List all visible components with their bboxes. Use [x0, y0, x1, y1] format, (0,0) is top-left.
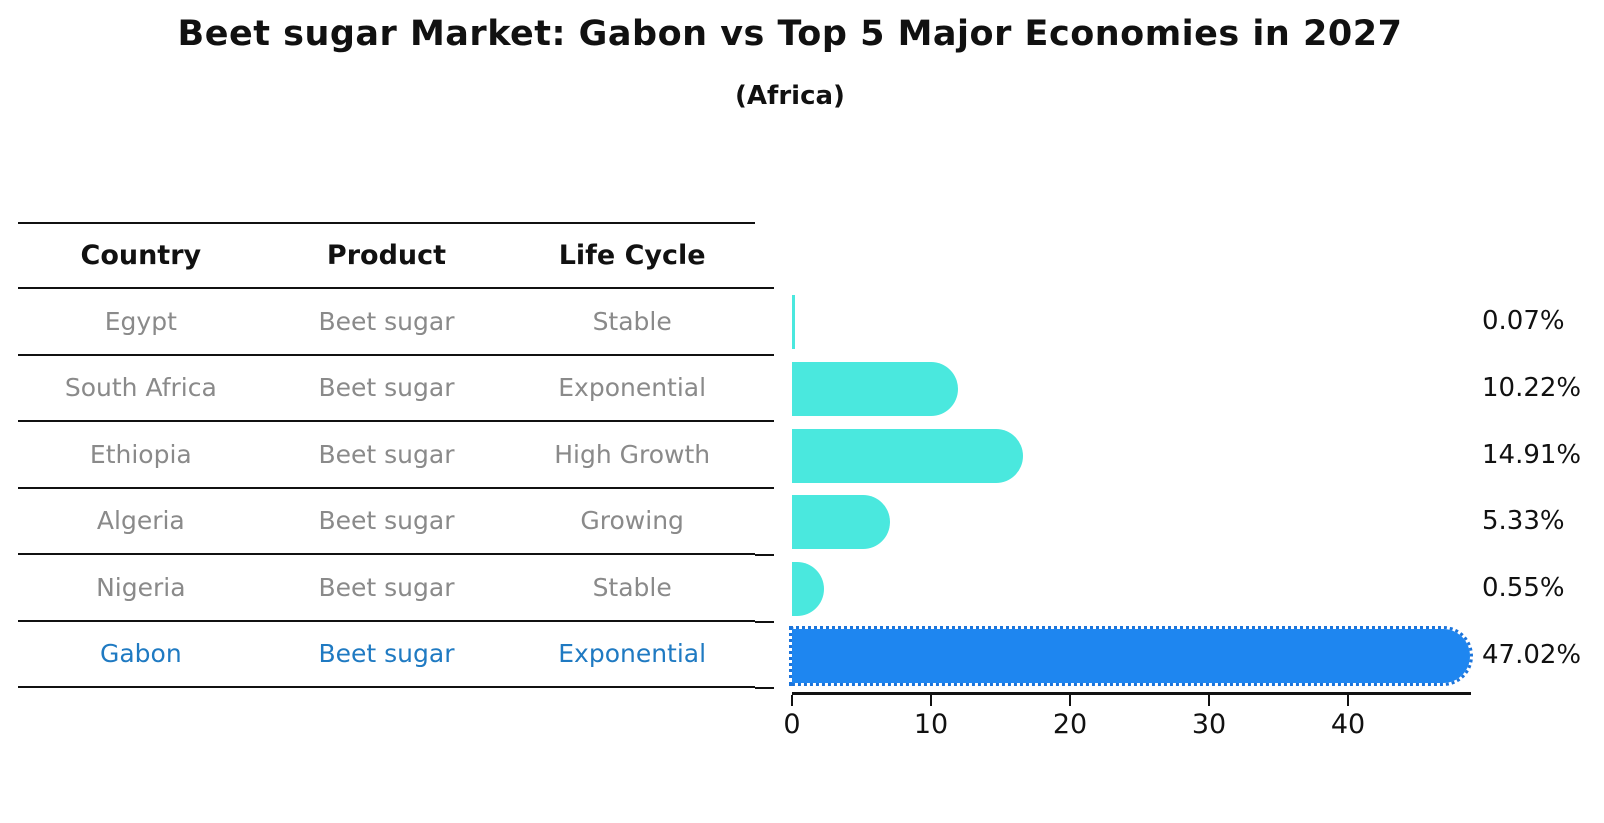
bar-ethiopia	[792, 428, 1024, 483]
bar-algeria	[792, 495, 891, 550]
y-axis-tick	[755, 687, 774, 690]
cell-life-cycle: Stable	[592, 572, 672, 602]
chart-title: Beet sugar Market: Gabon vs Top 5 Major …	[177, 14, 1403, 54]
cell-product: Beet sugar	[318, 572, 455, 602]
y-axis-tick	[755, 487, 774, 490]
x-axis-tick	[1069, 695, 1071, 706]
bar-gabon	[789, 625, 1473, 686]
table-header-row: Country Product Life Cycle	[18, 224, 755, 289]
y-axis-tick	[755, 553, 774, 556]
cell-product: Beet sugar	[318, 306, 455, 336]
y-axis-tick	[755, 620, 774, 623]
cell-country: Algeria	[96, 506, 185, 536]
country-table: Country Product Life Cycle Egypt Beet sug…	[18, 222, 755, 688]
cell-product: Beet sugar	[318, 439, 455, 469]
value-label-ethiopia: 14.91%	[1482, 439, 1582, 470]
x-tick-label: 20	[1052, 709, 1088, 740]
table-row-egypt: Egypt Beet sugar Stable	[18, 289, 755, 356]
value-label-egypt: 0.07%	[1482, 306, 1565, 337]
value-label-nigeria: 0.55%	[1482, 573, 1565, 604]
y-axis-tick	[755, 287, 774, 289]
table-header-country: Country	[80, 240, 202, 271]
cell-life-cycle: Exponential	[558, 639, 707, 669]
chart-subtitle: (Africa)	[735, 81, 845, 111]
x-axis-tick	[791, 695, 793, 706]
cell-country: Ethiopia	[89, 439, 192, 469]
x-tick-label: 10	[913, 709, 949, 740]
value-label-algeria: 5.33%	[1482, 506, 1565, 537]
cell-life-cycle: High Growth	[554, 439, 711, 469]
cell-product: Beet sugar	[318, 639, 455, 669]
cell-country: Egypt	[104, 306, 177, 336]
y-axis-tick	[755, 353, 774, 356]
value-label-south-africa: 10.22%	[1482, 373, 1582, 404]
table-row-algeria: Algeria Beet sugar Growing	[18, 489, 755, 555]
x-axis	[792, 692, 1471, 695]
bar-egypt	[792, 295, 795, 350]
x-tick-label: 30	[1191, 709, 1227, 740]
cell-product: Beet sugar	[318, 506, 455, 536]
cell-country: Nigeria	[96, 572, 186, 602]
cell-life-cycle: Stable	[592, 306, 672, 336]
y-axis-tick	[755, 420, 774, 423]
x-axis-tick	[930, 695, 932, 706]
x-axis-tick	[1208, 695, 1210, 706]
x-tick-label: 40	[1330, 709, 1366, 740]
cell-product: Beet sugar	[318, 373, 455, 403]
table-row-nigeria: Nigeria Beet sugar Stable	[18, 555, 755, 622]
table-row-south-africa: South Africa Beet sugar Exponential	[18, 356, 755, 422]
cell-country: Gabon	[99, 639, 182, 669]
bar-nigeria	[792, 562, 824, 617]
x-axis-tick	[1347, 695, 1349, 706]
value-label-gabon: 47.02%	[1482, 639, 1582, 670]
table-header-product: Product	[326, 240, 447, 271]
table-row-ethiopia: Ethiopia Beet sugar High Growth	[18, 422, 755, 489]
table-header-life-cycle: Life Cycle	[558, 240, 706, 271]
bar-south-africa	[792, 362, 959, 417]
cell-life-cycle: Growing	[580, 506, 684, 536]
x-tick-label: 0	[783, 709, 801, 740]
cell-country: South Africa	[64, 373, 217, 403]
cell-life-cycle: Exponential	[558, 373, 707, 403]
table-body: Egypt Beet sugar Stable South Africa Beet su…	[18, 289, 755, 688]
table-row-gabon: Gabon Beet sugar Exponential	[18, 622, 755, 688]
